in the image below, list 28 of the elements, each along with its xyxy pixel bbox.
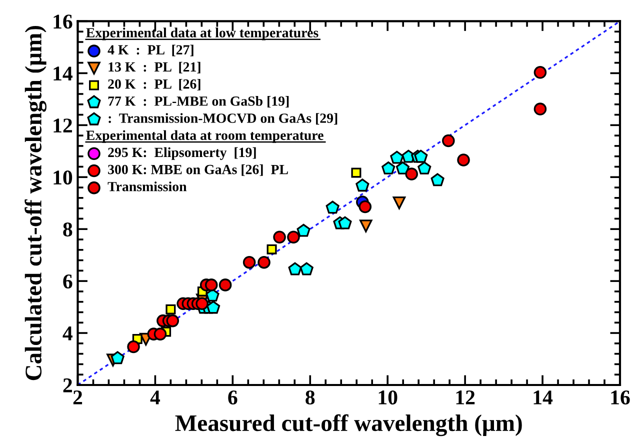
legend-label: 4 K : PL [27] [108,44,194,56]
y-axis-title: Calculated cut-off wavelength (μm) [24,26,46,380]
legend-label: 13 K : PL [21] [108,62,200,74]
x-tick-label: 12 [456,390,475,404]
y-tick-label: 6 [63,274,72,288]
x-tick-label: 4 [150,390,160,404]
x-tick-label: 16 [611,390,630,405]
y-tick-label: 12 [54,118,72,132]
y-tick-label: 4 [62,326,72,340]
x-axis-title: Measured cut-off wavelength (μm) [175,414,522,436]
y-tick-label: 14 [54,66,72,80]
x-tick-label: 2 [73,390,82,404]
x-tick-label: 10 [378,390,398,405]
legend-label: 300 K: MBE on GaAs [26] PL [108,164,288,176]
x-tick-label: 14 [534,390,553,404]
x-tick-label: 6 [228,390,238,405]
annotation: Experimental data at room temperature [86,130,324,143]
annotation: Experimental data at low temperatures [86,28,318,40]
legend-label: 20 K : PL [26] [108,78,200,90]
legend-label: 77 K : PL-MBE on GaSb [19] [108,96,289,108]
y-tick-label: 16 [54,14,72,29]
legend-label: Transmission [108,182,187,192]
x-tick-label: 8 [306,390,315,405]
y-tick-label: 8 [63,222,72,237]
y-tick-label: 2 [63,378,72,392]
y-tick-label: 10 [54,170,72,185]
legend-label: 295 K: Elipsomerty [19] [108,147,256,160]
legend-label: : Transmission-MOCVD on GaAs [29] [108,113,338,125]
